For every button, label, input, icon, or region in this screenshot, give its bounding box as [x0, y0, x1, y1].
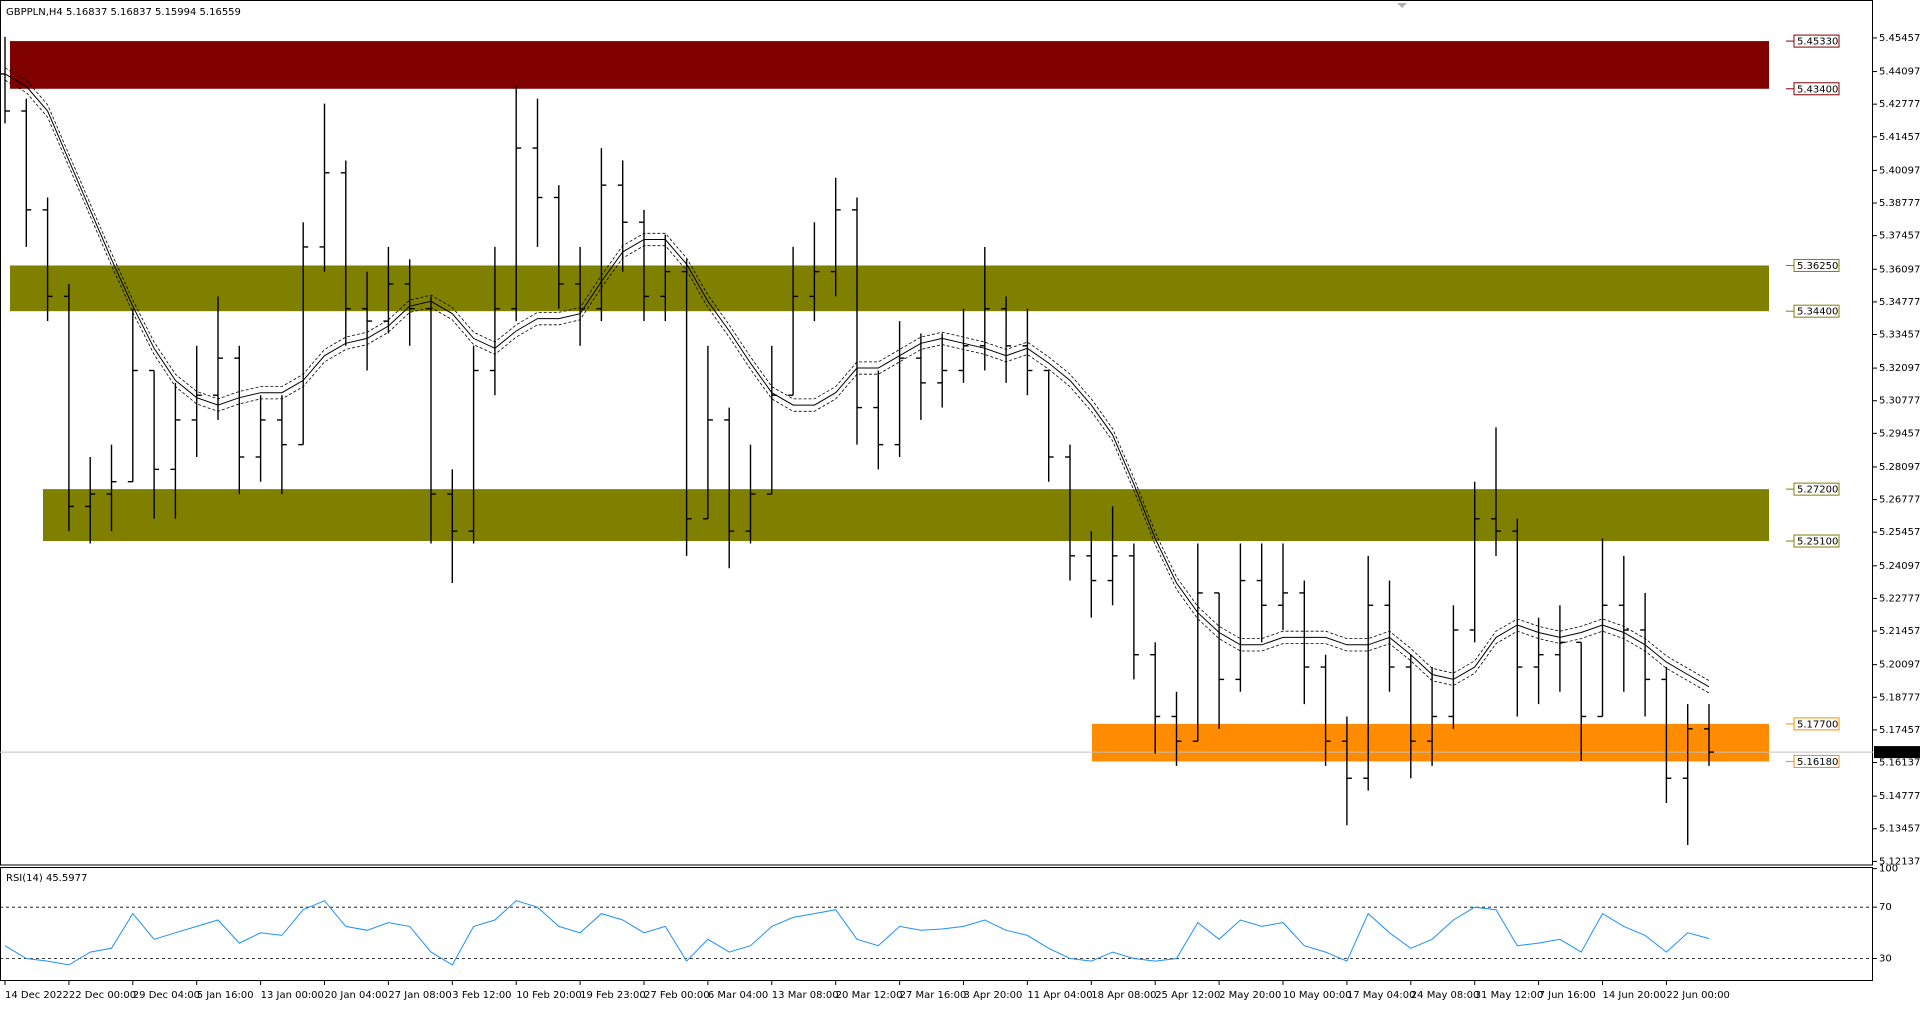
y-tick-label: 5.40097	[1879, 165, 1920, 176]
y-tick-label: 5.26777	[1879, 495, 1920, 506]
zone-label-box	[1793, 754, 1840, 768]
x-tick-label: 19 Feb 23:00	[580, 990, 646, 1001]
zone	[10, 41, 1769, 89]
zone-label-box	[1793, 82, 1840, 96]
plot-layer: 5.45457 5.44097 5.42777 5.41457 5.40097 5.387…	[0, 33, 1920, 1001]
main-title: GBPPLN,H4 5.16837 5.16837 5.15994 5.1655…	[6, 7, 241, 18]
x-tick-label: 3 Feb 12:00	[452, 990, 511, 1001]
rsi-frame	[0, 867, 1873, 981]
zone-label-box	[1793, 304, 1840, 318]
zone-label: 5.25100	[1797, 537, 1838, 548]
x-tick-label: 18 Apr 08:00	[1091, 990, 1156, 1001]
rsi-title: RSI(14) 45.5977	[6, 873, 87, 884]
x-tick-label: 25 Apr 12:00	[1155, 990, 1220, 1001]
x-tick-label: 24 May 08:00	[1411, 990, 1480, 1001]
x-tick-label: 14 Dec 2022	[5, 990, 69, 1001]
x-tick-label: 22 Dec 00:00	[69, 990, 136, 1001]
x-tick-label: 7 Jun 16:00	[1539, 990, 1596, 1001]
y-tick-label: 5.32097	[1879, 363, 1920, 374]
main-frame	[0, 0, 1873, 866]
y-tick-label: 5.30777	[1879, 396, 1920, 407]
zone-label-box	[1793, 534, 1840, 548]
zone-label: 5.27200	[1797, 485, 1838, 496]
zone-label: 5.43400	[1797, 84, 1838, 95]
zone-label: 5.16180	[1797, 757, 1838, 768]
y-tick-label: 5.38777	[1879, 198, 1920, 209]
y-tick-label: 5.28097	[1879, 462, 1920, 473]
y-tick-label: 5.17457	[1879, 725, 1920, 736]
y-tick-label: 5.16137	[1879, 758, 1920, 769]
current-price-box	[1874, 746, 1920, 759]
y-tick-label: 5.21457	[1879, 626, 1920, 637]
zone-label: 5.45330	[1797, 37, 1838, 48]
zone-label-box	[1793, 717, 1840, 731]
x-tick-label: 10 Feb 20:00	[516, 990, 582, 1001]
y-tick-label: 5.12137	[1879, 856, 1920, 867]
y-tick-label: 5.14777	[1879, 791, 1920, 802]
y-tick-label: 30	[1879, 954, 1892, 965]
y-tick-label: 5.36097	[1879, 264, 1920, 275]
y-tick-label: 5.42777	[1879, 99, 1920, 110]
zone	[43, 489, 1769, 542]
rsi-line	[4, 900, 1710, 966]
x-tick-label: 13 Jan 00:00	[261, 990, 324, 1001]
y-tick-label: 5.41457	[1879, 132, 1920, 143]
x-tick-label: 27 Jan 08:00	[388, 990, 451, 1001]
y-tick-label: 5.25457	[1879, 527, 1920, 538]
y-tick-label: 5.20097	[1879, 660, 1920, 671]
zone-label: 5.36250	[1797, 261, 1838, 272]
y-tick-label: 5.24097	[1879, 561, 1920, 572]
zone-label: 5.34400	[1797, 307, 1838, 318]
zone-label: 5.17700	[1797, 719, 1838, 730]
y-tick-label: 5.44097	[1879, 67, 1920, 78]
x-tick-label: 3 Apr 20:00	[964, 990, 1023, 1001]
x-tick-label: 22 Jun 00:00	[1666, 990, 1730, 1001]
y-tick-label: 5.18777	[1879, 692, 1920, 703]
y-tick-label: 5.22777	[1879, 593, 1920, 604]
shift-marker	[1397, 3, 1407, 8]
zone-label-box	[1793, 258, 1840, 272]
y-tick-label: 100	[1879, 864, 1898, 875]
x-tick-label: 2 May 20:00	[1219, 990, 1281, 1001]
y-tick-label: 5.13457	[1879, 824, 1920, 835]
x-tick-label: 20 Jan 04:00	[325, 990, 388, 1001]
y-tick-label: 5.34777	[1879, 297, 1920, 308]
x-tick-label: 14 Jun 20:00	[1603, 990, 1667, 1001]
y-tick-label: 5.33457	[1879, 329, 1920, 340]
y-tick-label: 70	[1879, 902, 1892, 913]
x-tick-label: 6 Mar 04:00	[708, 990, 768, 1001]
y-tick-label: 5.29457	[1879, 428, 1920, 439]
y-tick-label: 5.37457	[1879, 231, 1920, 242]
x-tick-label: 27 Mar 16:00	[900, 990, 967, 1001]
x-tick-label: 31 May 12:00	[1475, 990, 1544, 1001]
x-tick-label: 10 May 00:00	[1283, 990, 1352, 1001]
zone	[1092, 723, 1769, 762]
x-tick-label: 20 Mar 12:00	[836, 990, 903, 1001]
x-tick-label: 17 May 04:00	[1347, 990, 1416, 1001]
x-tick-label: 29 Dec 04:00	[133, 990, 200, 1001]
x-tick-label: 13 Mar 08:00	[772, 990, 839, 1001]
y-tick-label: 5.45457	[1879, 33, 1920, 44]
current-price-label: 5.16559	[1877, 748, 1918, 759]
zone-label-box	[1793, 482, 1840, 496]
x-tick-label: 11 Apr 04:00	[1027, 990, 1092, 1001]
x-tick-label: 5 Jan 16:00	[197, 990, 254, 1001]
zone-label-box	[1793, 34, 1840, 48]
x-tick-label: 27 Feb 00:00	[644, 990, 710, 1001]
zone	[10, 265, 1769, 312]
